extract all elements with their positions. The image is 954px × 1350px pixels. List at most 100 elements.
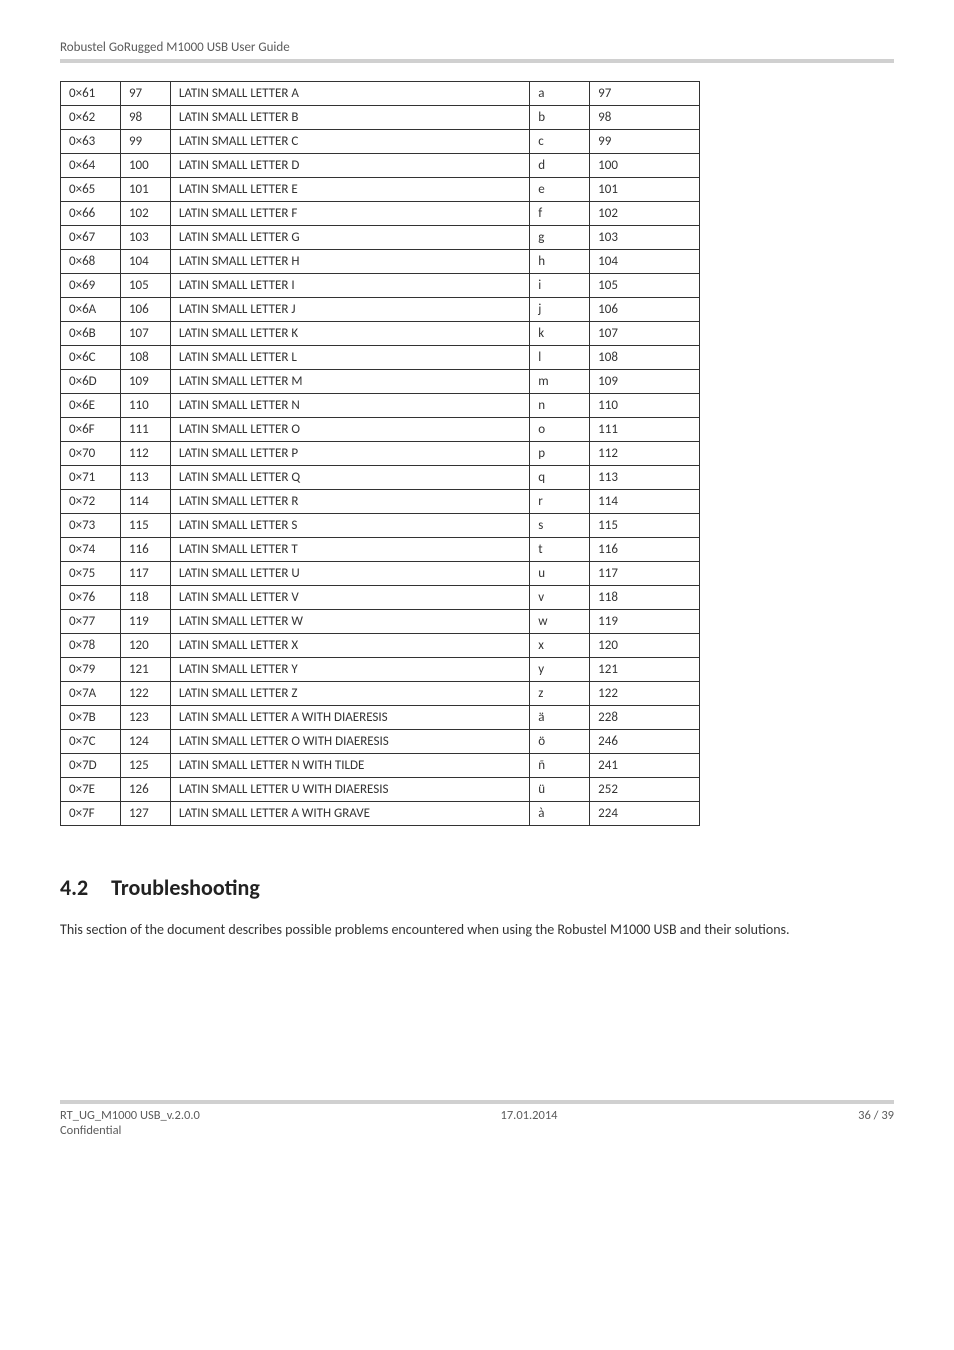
table-row: 0×7D125LATIN SMALL LETTER N WITH TILDEñ2… <box>61 754 700 778</box>
table-row: 0×69105LATIN SMALL LETTER Ii105 <box>61 274 700 298</box>
table-row: 0×6F111LATIN SMALL LETTER Oo111 <box>61 418 700 442</box>
table-row: 0×6399LATIN SMALL LETTER Cc99 <box>61 130 700 154</box>
table-cell: 111 <box>120 418 170 442</box>
table-cell: 0×6D <box>61 370 121 394</box>
table-cell: 0×6A <box>61 298 121 322</box>
table-row: 0×6E110LATIN SMALL LETTER Nn110 <box>61 394 700 418</box>
table-cell: p <box>530 442 590 466</box>
table-cell: 98 <box>590 106 700 130</box>
ascii-table: 0×6197LATIN SMALL LETTER Aa970×6298LATIN… <box>60 81 700 826</box>
table-cell: 98 <box>120 106 170 130</box>
table-cell: i <box>530 274 590 298</box>
table-row: 0×7E126LATIN SMALL LETTER U WITH DIAERES… <box>61 778 700 802</box>
table-cell: 122 <box>590 682 700 706</box>
table-cell: 99 <box>120 130 170 154</box>
table-row: 0×79121LATIN SMALL LETTER Yy121 <box>61 658 700 682</box>
table-row: 0×73115LATIN SMALL LETTER Ss115 <box>61 514 700 538</box>
table-cell: LATIN SMALL LETTER U <box>170 562 529 586</box>
table-cell: 125 <box>120 754 170 778</box>
table-cell: LATIN SMALL LETTER O WITH DIAERESIS <box>170 730 529 754</box>
table-cell: 97 <box>590 82 700 106</box>
table-row: 0×68104LATIN SMALL LETTER Hh104 <box>61 250 700 274</box>
table-cell: LATIN SMALL LETTER P <box>170 442 529 466</box>
table-cell: 0×76 <box>61 586 121 610</box>
table-cell: 0×7F <box>61 802 121 826</box>
table-cell: LATIN SMALL LETTER X <box>170 634 529 658</box>
table-cell: z <box>530 682 590 706</box>
table-cell: 0×64 <box>61 154 121 178</box>
table-cell: 0×72 <box>61 490 121 514</box>
table-cell: LATIN SMALL LETTER C <box>170 130 529 154</box>
table-cell: 108 <box>590 346 700 370</box>
table-cell: 119 <box>590 610 700 634</box>
table-cell: LATIN SMALL LETTER B <box>170 106 529 130</box>
table-cell: 118 <box>120 586 170 610</box>
table-cell: LATIN SMALL LETTER O <box>170 418 529 442</box>
table-cell: 0×6F <box>61 418 121 442</box>
table-row: 0×71113LATIN SMALL LETTER Qq113 <box>61 466 700 490</box>
table-cell: b <box>530 106 590 130</box>
table-cell: LATIN SMALL LETTER U WITH DIAERESIS <box>170 778 529 802</box>
doc-header: Robustel GoRugged M1000 USB User Guide <box>60 40 894 63</box>
table-cell: 0×6E <box>61 394 121 418</box>
table-cell: LATIN SMALL LETTER W <box>170 610 529 634</box>
table-cell: 0×66 <box>61 202 121 226</box>
table-cell: 0×7A <box>61 682 121 706</box>
table-cell: 119 <box>120 610 170 634</box>
table-cell: 100 <box>120 154 170 178</box>
table-cell: LATIN SMALL LETTER J <box>170 298 529 322</box>
table-cell: 120 <box>590 634 700 658</box>
table-cell: 105 <box>590 274 700 298</box>
table-cell: à <box>530 802 590 826</box>
table-cell: LATIN SMALL LETTER H <box>170 250 529 274</box>
table-cell: 109 <box>120 370 170 394</box>
table-cell: l <box>530 346 590 370</box>
table-cell: 224 <box>590 802 700 826</box>
table-cell: 99 <box>590 130 700 154</box>
table-row: 0×70112LATIN SMALL LETTER Pp112 <box>61 442 700 466</box>
section-body: This section of the document describes p… <box>60 919 894 940</box>
table-cell: 106 <box>120 298 170 322</box>
table-cell: h <box>530 250 590 274</box>
table-cell: 121 <box>120 658 170 682</box>
table-cell: 0×7D <box>61 754 121 778</box>
table-cell: LATIN SMALL LETTER Y <box>170 658 529 682</box>
table-cell: 110 <box>590 394 700 418</box>
table-row: 0×74116LATIN SMALL LETTER Tt116 <box>61 538 700 562</box>
table-cell: 107 <box>590 322 700 346</box>
table-cell: 0×67 <box>61 226 121 250</box>
table-row: 0×78120LATIN SMALL LETTER Xx120 <box>61 634 700 658</box>
table-cell: ñ <box>530 754 590 778</box>
table-cell: LATIN SMALL LETTER E <box>170 178 529 202</box>
table-cell: LATIN SMALL LETTER I <box>170 274 529 298</box>
table-row: 0×7B123LATIN SMALL LETTER A WITH DIAERES… <box>61 706 700 730</box>
table-cell: 114 <box>120 490 170 514</box>
table-cell: 106 <box>590 298 700 322</box>
table-cell: 104 <box>590 250 700 274</box>
table-cell: LATIN SMALL LETTER A WITH DIAERESIS <box>170 706 529 730</box>
table-cell: 116 <box>120 538 170 562</box>
table-cell: LATIN SMALL LETTER R <box>170 490 529 514</box>
table-cell: 107 <box>120 322 170 346</box>
table-row: 0×66102LATIN SMALL LETTER Ff102 <box>61 202 700 226</box>
table-cell: 100 <box>590 154 700 178</box>
table-cell: ä <box>530 706 590 730</box>
table-row: 0×65101LATIN SMALL LETTER Ee101 <box>61 178 700 202</box>
table-cell: LATIN SMALL LETTER A WITH GRAVE <box>170 802 529 826</box>
table-cell: 109 <box>590 370 700 394</box>
table-cell: o <box>530 418 590 442</box>
table-row: 0×7A122LATIN SMALL LETTER Zz122 <box>61 682 700 706</box>
table-cell: 0×73 <box>61 514 121 538</box>
table-cell: 111 <box>590 418 700 442</box>
table-cell: 127 <box>120 802 170 826</box>
table-cell: LATIN SMALL LETTER M <box>170 370 529 394</box>
table-cell: 104 <box>120 250 170 274</box>
table-cell: 0×7E <box>61 778 121 802</box>
table-cell: 112 <box>590 442 700 466</box>
table-cell: 102 <box>590 202 700 226</box>
section-number: 4.2 <box>60 874 88 901</box>
table-cell: 113 <box>590 466 700 490</box>
table-cell: 0×71 <box>61 466 121 490</box>
table-cell: 124 <box>120 730 170 754</box>
table-cell: 121 <box>590 658 700 682</box>
